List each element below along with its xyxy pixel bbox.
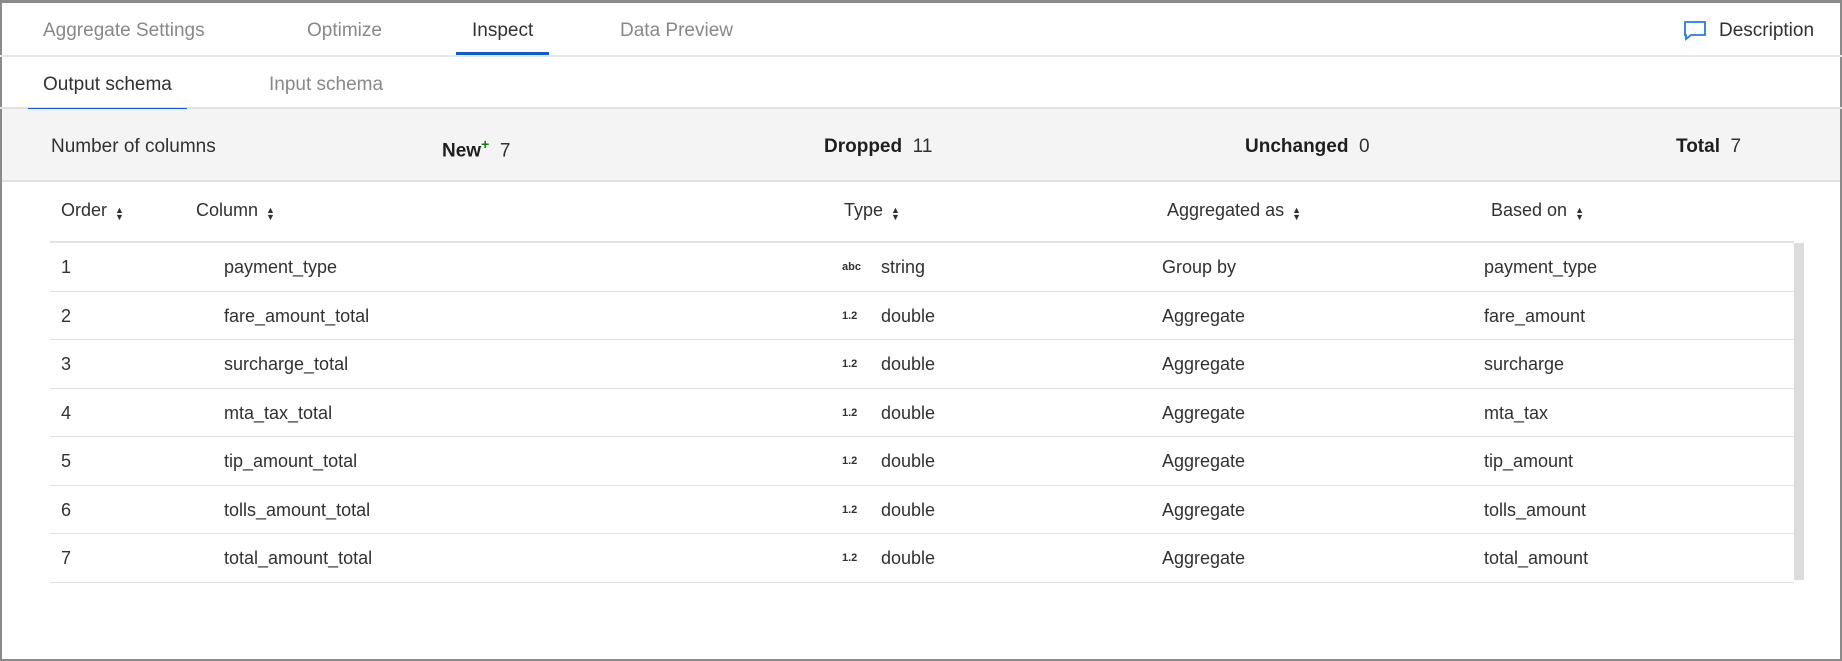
- tab-output-schema[interactable]: Output schema: [28, 74, 187, 111]
- based-on-cell: mta_tax: [1484, 402, 1549, 423]
- description-label: Description: [1719, 20, 1815, 41]
- sort-header-aggregated-as[interactable]: Aggregated as ▲ ▼: [1167, 200, 1301, 221]
- aggregated-as-cell: Aggregate: [1162, 499, 1246, 520]
- column-cell: tolls_amount_total: [224, 499, 371, 520]
- new-value: 7: [499, 140, 511, 162]
- header-label: Type: [844, 200, 884, 220]
- header-label: Order: [61, 200, 108, 220]
- new-label: New: [442, 140, 482, 162]
- unchanged-value: 0: [1359, 136, 1370, 157]
- aggregated-as-cell: Aggregate: [1162, 354, 1246, 374]
- number-type-icon: 1.2: [842, 309, 858, 322]
- description-button[interactable]: Description: [1683, 20, 1814, 42]
- aggregated-as-cell: Aggregate: [1162, 402, 1246, 423]
- schema-tab-bar: Output schema Input schema: [0, 57, 1842, 111]
- dropped-value: 11: [912, 136, 933, 157]
- tab-data-preview[interactable]: Data Preview: [620, 20, 733, 41]
- tab-bar: Aggregate Settings Optimize Inspect Data…: [0, 0, 1842, 57]
- sort-icon: ▲ ▼: [266, 204, 275, 222]
- table-row[interactable]: 6 tolls_amount_total 1.2 double Aggregat…: [50, 486, 1794, 534]
- order-cell: 6: [61, 499, 72, 520]
- unchanged-count: Unchanged 0: [1245, 136, 1370, 158]
- aggregated-as-cell: Aggregate: [1162, 451, 1246, 471]
- sort-header-order[interactable]: Order ▲ ▼: [61, 200, 124, 221]
- sort-icon: ▲ ▼: [1575, 204, 1584, 222]
- type-cell: double: [881, 354, 936, 374]
- order-cell: 1: [61, 257, 72, 277]
- column-cell: payment_type: [224, 257, 338, 277]
- column-cell: total_amount_total: [224, 548, 373, 568]
- column-cell: mta_tax_total: [224, 402, 333, 423]
- total-count: Total 7: [1676, 136, 1741, 158]
- tab-aggregate-settings[interactable]: Aggregate Settings: [43, 20, 205, 41]
- based-on-cell: total_amount: [1484, 548, 1589, 568]
- number-type-icon: 1.2: [842, 552, 858, 564]
- tab-input-schema[interactable]: Input schema: [269, 74, 384, 95]
- based-on-cell: fare_amount: [1484, 305, 1586, 326]
- type-cell: string: [881, 257, 926, 277]
- type-cell: double: [881, 548, 936, 568]
- sort-header-based-on[interactable]: Based on ▲ ▼: [1491, 200, 1584, 221]
- column-cell: tip_amount_total: [224, 451, 358, 471]
- type-cell: double: [881, 451, 936, 471]
- dropped-label: Dropped: [824, 136, 903, 157]
- order-cell: 7: [61, 548, 72, 568]
- aggregated-as-cell: Aggregate: [1162, 305, 1246, 326]
- tab-inspect[interactable]: Inspect: [456, 20, 550, 55]
- table-row[interactable]: 1 payment_type abc string Group by payme…: [50, 243, 1794, 292]
- based-on-cell: payment_type: [1484, 257, 1598, 277]
- sort-icon: ▲ ▼: [1292, 204, 1302, 222]
- new-marker: +: [481, 136, 490, 152]
- table-row[interactable]: 7 total_amount_total 1.2 double Aggregat…: [50, 534, 1794, 583]
- header-label: Aggregated as: [1167, 200, 1285, 220]
- new-count: New+ 7: [442, 136, 510, 162]
- sort-icon: ▲ ▼: [115, 204, 124, 222]
- number-type-icon: 1.2: [842, 406, 858, 419]
- schema-table: 1 payment_type abc string Group by payme…: [50, 241, 1794, 583]
- order-cell: 2: [61, 305, 72, 326]
- based-on-cell: tolls_amount: [1484, 499, 1587, 520]
- table-row[interactable]: 5 tip_amount_total 1.2 double Aggregate …: [50, 437, 1794, 486]
- based-on-cell: tip_amount: [1484, 451, 1574, 471]
- table-row[interactable]: 4 mta_tax_total 1.2 double Aggregate mta…: [50, 389, 1794, 437]
- table-row[interactable]: 2 fare_amount_total 1.2 double Aggregate…: [50, 292, 1794, 340]
- number-type-icon: 1.2: [842, 358, 858, 370]
- table-row[interactable]: 3 surcharge_total 1.2 double Aggregate s…: [50, 340, 1794, 389]
- summary-label: Number of columns: [51, 136, 216, 157]
- number-type-icon: 1.2: [842, 455, 858, 467]
- dropped-count: Dropped 11: [824, 136, 932, 158]
- unchanged-label: Unchanged: [1245, 136, 1349, 157]
- type-cell: double: [881, 402, 936, 423]
- column-cell: surcharge_total: [224, 354, 349, 374]
- order-cell: 5: [61, 451, 72, 471]
- header-label: Based on: [1491, 200, 1568, 220]
- tab-optimize[interactable]: Optimize: [307, 20, 382, 41]
- column-summary: Number of columns New+ 7 Dropped 11 Unch…: [2, 109, 1840, 182]
- based-on-cell: surcharge: [1484, 354, 1565, 374]
- sort-header-column[interactable]: Column ▲ ▼: [196, 200, 275, 221]
- string-type-icon: abc: [842, 261, 861, 273]
- sort-header-type[interactable]: Type ▲ ▼: [844, 200, 900, 221]
- scrollbar[interactable]: [1794, 243, 1804, 580]
- order-cell: 4: [61, 402, 72, 423]
- aggregated-as-cell: Group by: [1162, 257, 1237, 277]
- sort-icon: ▲ ▼: [891, 204, 900, 222]
- total-label: Total: [1676, 136, 1720, 157]
- order-cell: 3: [61, 354, 72, 374]
- type-cell: double: [881, 305, 936, 326]
- number-type-icon: 1.2: [842, 503, 858, 516]
- comment-icon: [1684, 21, 1706, 41]
- column-cell: fare_amount_total: [224, 305, 370, 326]
- type-cell: double: [881, 499, 936, 520]
- total-value: 7: [1730, 136, 1742, 157]
- aggregated-as-cell: Aggregate: [1162, 548, 1246, 568]
- header-label: Column: [196, 200, 259, 220]
